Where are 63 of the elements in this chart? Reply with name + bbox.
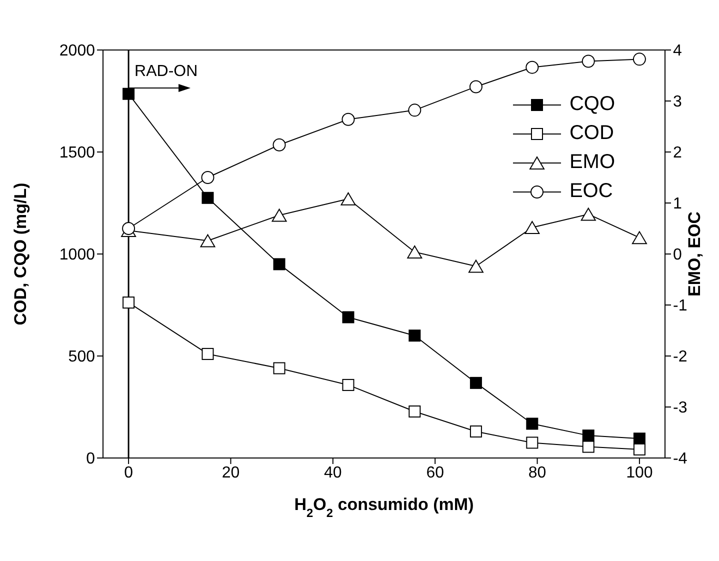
- y-tick-label: 1000: [59, 246, 96, 264]
- point: [469, 80, 482, 94]
- point: [408, 104, 422, 117]
- y-axis-title: COD, CQO (mg/L): [11, 182, 30, 326]
- point: [582, 430, 594, 442]
- point: [122, 222, 136, 235]
- point: [633, 432, 646, 445]
- legend-label: COD: [569, 122, 614, 145]
- point: [202, 192, 214, 204]
- y2-tick-label: -1: [673, 298, 688, 315]
- x-axis-title: H$_{2}$O$_{2}$ consumido (mM): [294, 495, 474, 520]
- y2-axis-title: EMO, EOC: [685, 211, 704, 297]
- x-tick-label: 80: [528, 464, 546, 482]
- point: [470, 376, 482, 389]
- y-tick-label: 500: [68, 348, 96, 366]
- point: [470, 425, 482, 438]
- point: [408, 405, 421, 418]
- y-tick-label: 0: [86, 450, 96, 468]
- point: [582, 54, 595, 68]
- point: [202, 348, 214, 360]
- point: [582, 440, 594, 453]
- y2-tick-label: 1: [673, 196, 682, 213]
- x-tick-label: 100: [626, 464, 653, 482]
- point: [633, 443, 646, 456]
- y-tick-label: 1500: [59, 144, 96, 162]
- point: [122, 88, 135, 100]
- x-tick-label: 0: [124, 464, 134, 482]
- legend-label: EOC: [569, 180, 613, 203]
- y2-tick-label: 2: [673, 144, 682, 162]
- point: [273, 362, 286, 374]
- point: [122, 296, 135, 309]
- point: [526, 418, 538, 430]
- y-tick-label: 2000: [59, 42, 96, 60]
- point: [340, 192, 356, 206]
- ref-line-label: RAD-ON: [134, 63, 198, 80]
- point: [526, 436, 538, 449]
- x-tick-label: 20: [222, 464, 240, 482]
- point: [342, 311, 354, 324]
- point: [272, 138, 286, 152]
- point: [632, 231, 647, 244]
- y2-tick-label: 0: [673, 246, 682, 264]
- y2-tick-label: -4: [673, 450, 688, 468]
- y2-tick-label: -3: [673, 400, 688, 417]
- point: [408, 330, 421, 342]
- y2-tick-label: 4: [673, 42, 682, 60]
- point: [200, 234, 216, 248]
- point: [273, 258, 286, 270]
- x-tick-label: 40: [324, 464, 342, 482]
- point: [342, 378, 354, 391]
- point: [632, 52, 646, 66]
- point: [201, 171, 214, 184]
- point: [524, 220, 540, 234]
- x-tick-label: 60: [426, 464, 444, 482]
- y2-tick-label: 3: [673, 94, 682, 111]
- point: [342, 112, 355, 126]
- point: [407, 245, 422, 258]
- point: [580, 208, 596, 221]
- point: [272, 208, 287, 222]
- legend-label: EMO: [569, 151, 615, 174]
- y2-tick-label: -2: [673, 348, 688, 366]
- point: [526, 60, 539, 74]
- point: [468, 260, 484, 273]
- legend-label: CQO: [569, 93, 615, 116]
